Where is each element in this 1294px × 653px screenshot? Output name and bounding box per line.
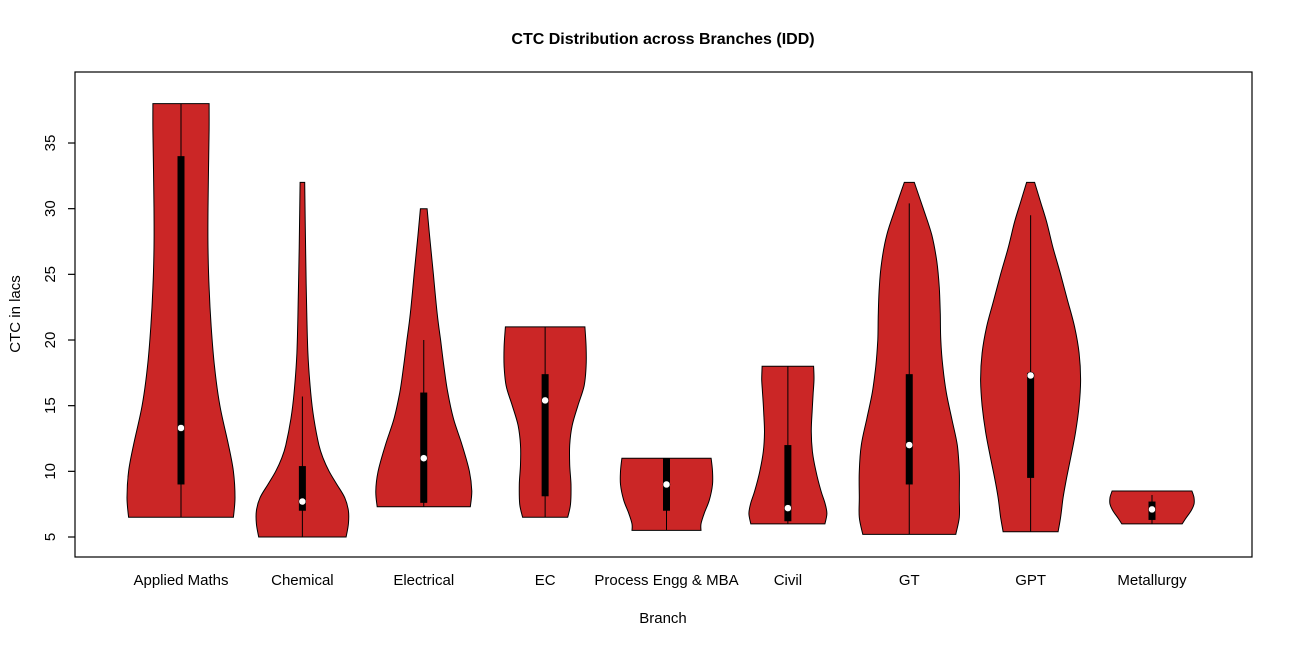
x-tick-label: Process Engg & MBA xyxy=(594,572,738,589)
median-dot xyxy=(662,480,671,489)
iqr-box xyxy=(905,374,913,485)
median-dot xyxy=(905,441,913,449)
iqr-box xyxy=(541,374,549,497)
x-tick-label: Electrical xyxy=(393,572,454,589)
violin-shape xyxy=(255,181,350,538)
x-axis-title: Branch xyxy=(639,610,687,627)
chart-title: CTC Distribution across Branches (IDD) xyxy=(511,31,814,48)
iqr-box xyxy=(420,392,428,503)
y-axis: 5 10 15 20 25 30 35 xyxy=(42,135,75,541)
x-tick-label: Applied Maths xyxy=(133,572,228,589)
x-tick-label: GT xyxy=(899,572,920,589)
median-dot xyxy=(1148,505,1156,514)
median-dot xyxy=(784,504,792,512)
iqr-box xyxy=(298,466,306,511)
y-tick-label: 20 xyxy=(42,332,59,349)
violins-layer xyxy=(126,103,1195,538)
iqr-box xyxy=(1027,372,1035,478)
y-tick-label: 30 xyxy=(42,200,59,217)
x-tick-label: EC xyxy=(535,572,556,589)
y-tick-label: 15 xyxy=(42,397,59,414)
y-axis-title: CTC in lacs xyxy=(7,275,24,353)
plot-border xyxy=(74,71,1253,558)
iqr-box xyxy=(784,445,792,522)
median-dot xyxy=(420,454,428,462)
x-axis-labels: Applied Maths Chemical Electrical EC Process… xyxy=(133,572,1187,589)
iqr-box xyxy=(177,156,185,485)
x-tick-label: GPT xyxy=(1015,572,1046,589)
median-dot xyxy=(541,396,549,405)
y-tick-label: 25 xyxy=(42,266,59,283)
y-tick-label: 35 xyxy=(42,135,59,152)
x-tick-label: Metallurgy xyxy=(1117,572,1187,589)
y-tick-label: 10 xyxy=(42,463,59,480)
median-dot xyxy=(1026,371,1035,380)
y-tick-label: 5 xyxy=(42,533,59,541)
x-tick-label: Chemical xyxy=(271,572,334,589)
median-dot xyxy=(177,424,185,432)
x-tick-label: Civil xyxy=(774,572,802,589)
median-dot xyxy=(298,497,307,506)
